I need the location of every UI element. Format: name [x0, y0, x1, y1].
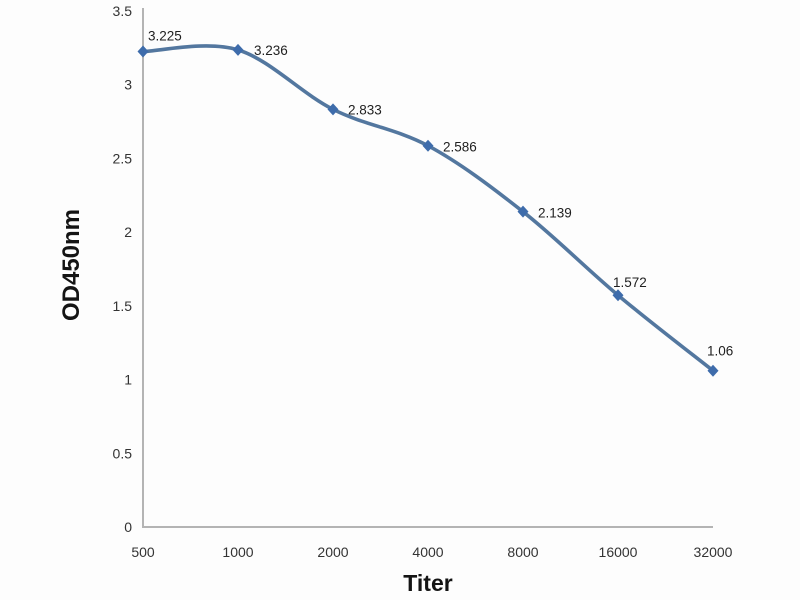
y-tick-label: 3 [124, 77, 132, 93]
y-tick-label: 1.5 [113, 298, 133, 314]
data-point-label: 2.586 [443, 140, 477, 155]
data-point-marker [232, 43, 244, 56]
series-line [141, 44, 715, 373]
data-point-label: 3.225 [148, 29, 182, 44]
x-tick-label: 4000 [412, 544, 443, 560]
y-axis-title-text: OD450nm [58, 208, 85, 322]
x-tick-label: 1000 [222, 544, 253, 560]
data-point-marker [422, 139, 434, 152]
x-tick-label: 32000 [694, 544, 733, 560]
y-tick-label: 3.5 [113, 3, 133, 19]
data-point-label: 2.833 [348, 102, 382, 117]
data-point-label: 3.236 [254, 43, 288, 58]
data-point-label: 2.139 [538, 206, 572, 221]
x-tick-label: 500 [131, 544, 155, 560]
y-tick-label: 0 [124, 519, 132, 535]
data-point-marker [612, 289, 624, 302]
data-point-marker [707, 364, 719, 377]
y-tick-label: 1 [124, 372, 132, 388]
y-tick-label: 2.5 [113, 150, 133, 166]
x-axis-title: Titer [403, 570, 453, 596]
data-point-marker [517, 205, 529, 218]
data-point-label: 1.06 [707, 344, 733, 359]
y-tick-label: 2 [124, 224, 132, 240]
data-point-label: 1.572 [613, 275, 647, 290]
y-tick-label: 0.5 [113, 445, 133, 461]
x-tick-label: 2000 [317, 544, 348, 560]
data-point-marker [137, 45, 149, 58]
x-tick-label: 8000 [507, 544, 538, 560]
x-tick-label: 16000 [599, 544, 638, 560]
data-point-marker [327, 103, 339, 116]
